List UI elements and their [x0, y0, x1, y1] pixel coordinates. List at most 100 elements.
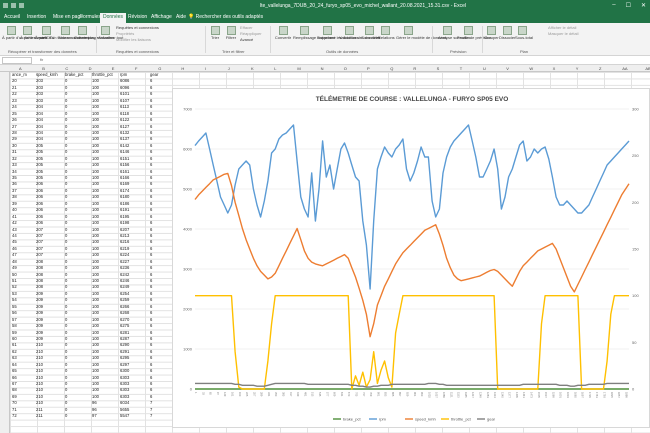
table-cell[interactable]: 100: [92, 316, 99, 322]
table-cell[interactable]: 0: [65, 117, 68, 123]
table-cell[interactable]: 207: [36, 232, 43, 238]
table-cell[interactable]: 6: [150, 284, 153, 290]
table-cell[interactable]: 0: [65, 393, 68, 399]
table-cell[interactable]: 100: [92, 194, 99, 200]
table-cell[interactable]: 5655: [120, 406, 130, 412]
table-cell[interactable]: 100: [92, 271, 99, 277]
table-cell[interactable]: 0: [65, 258, 68, 264]
table-cell[interactable]: 211: [36, 413, 43, 419]
table-cell[interactable]: 100: [92, 323, 99, 329]
table-cell[interactable]: 100: [92, 220, 99, 226]
table-cell[interactable]: 52: [12, 284, 17, 290]
table-cell[interactable]: 20: [12, 78, 17, 84]
table-cell[interactable]: 6254: [120, 290, 130, 296]
table-cell[interactable]: 6: [150, 393, 153, 399]
table-cell[interactable]: 46: [12, 245, 17, 251]
table-cell[interactable]: 100: [92, 200, 99, 206]
table-cell[interactable]: throttle_pct: [92, 72, 113, 77]
table-cell[interactable]: 0: [65, 181, 68, 187]
table-cell[interactable]: 211: [36, 406, 43, 412]
table-cell[interactable]: 100: [92, 387, 99, 393]
column-header[interactable]: R: [413, 66, 417, 71]
table-cell[interactable]: 0: [65, 355, 68, 361]
table-cell[interactable]: 6174: [120, 187, 130, 193]
table-cell[interactable]: 100: [92, 226, 99, 232]
table-cell[interactable]: 205: [36, 175, 43, 180]
table-cell[interactable]: 207: [36, 252, 43, 258]
table-cell[interactable]: 6: [150, 348, 153, 354]
table-cell[interactable]: 210: [36, 381, 43, 386]
table-cell[interactable]: 6: [150, 129, 153, 135]
tab-insertion[interactable]: Insertion: [27, 14, 47, 20]
table-cell[interactable]: 28: [12, 129, 17, 135]
table-cell[interactable]: 21: [12, 84, 17, 90]
table-cell[interactable]: 29: [12, 136, 17, 142]
table-cell[interactable]: 32: [12, 155, 17, 161]
table-cell[interactable]: 40: [12, 207, 17, 213]
table-cell[interactable]: 210: [36, 355, 43, 361]
table-cell[interactable]: 6: [150, 142, 153, 148]
table-cell[interactable]: 209: [36, 323, 43, 329]
column-header[interactable]: K: [251, 66, 254, 71]
table-cell[interactable]: 100: [92, 335, 99, 341]
table-cell[interactable]: 6: [150, 329, 153, 335]
table-cell[interactable]: 205: [36, 142, 43, 148]
table-cell[interactable]: 0: [65, 104, 68, 110]
table-cell[interactable]: 6: [150, 194, 153, 200]
table-cell[interactable]: 100: [92, 123, 99, 129]
table-cell[interactable]: 25: [12, 110, 17, 116]
table-cell[interactable]: 6287: [120, 335, 130, 341]
table-cell[interactable]: 100: [92, 162, 99, 168]
table-cell[interactable]: 0: [65, 200, 68, 206]
table-cell[interactable]: 6: [150, 239, 153, 245]
table-cell[interactable]: 0: [65, 110, 68, 116]
from-text-csv-button[interactable]: À partir d'un fichier texte/CSV: [2, 26, 54, 41]
table-cell[interactable]: 100: [92, 136, 99, 142]
table-cell[interactable]: 0: [65, 213, 68, 219]
table-cell[interactable]: 0: [65, 194, 68, 200]
column-header[interactable]: AB: [645, 66, 650, 71]
queries-connections-button[interactable]: Requêtes et connexions: [116, 25, 159, 30]
reapply-button[interactable]: Réappliquer: [240, 31, 262, 36]
table-cell[interactable]: 6275: [120, 323, 130, 329]
table-cell[interactable]: 206: [36, 200, 43, 206]
column-header[interactable]: V: [506, 66, 509, 71]
refresh-all-button[interactable]: Actualiser tout: [98, 26, 123, 41]
tell-me-search[interactable]: 💡 Rechercher des outils adaptés: [188, 14, 264, 20]
table-cell[interactable]: 100: [92, 361, 99, 367]
table-cell[interactable]: 0: [65, 278, 68, 283]
table-cell[interactable]: 210: [36, 374, 43, 380]
tab-accueil[interactable]: Accueil: [4, 14, 21, 20]
table-cell[interactable]: 6290: [120, 342, 130, 348]
table-cell[interactable]: 96: [92, 406, 97, 412]
table-cell[interactable]: 5547: [120, 413, 130, 419]
table-cell[interactable]: 209: [36, 297, 43, 303]
table-cell[interactable]: 6: [150, 226, 153, 232]
table-cell[interactable]: 204: [36, 110, 43, 116]
table-cell[interactable]: 210: [36, 368, 43, 374]
what-if-button[interactable]: Analyse scénarios: [438, 26, 470, 41]
table-cell[interactable]: 6: [150, 355, 153, 361]
table-cell[interactable]: 44: [12, 232, 17, 238]
table-cell[interactable]: 0: [65, 284, 68, 290]
table-cell[interactable]: 0: [65, 97, 68, 103]
table-cell[interactable]: 6281: [120, 329, 130, 335]
table-cell[interactable]: 23: [12, 97, 17, 103]
table-cell[interactable]: 100: [92, 368, 99, 374]
table-cell[interactable]: 7: [150, 413, 153, 419]
table-cell[interactable]: 68: [12, 387, 17, 393]
table-cell[interactable]: 100: [92, 342, 99, 348]
table-cell[interactable]: 100: [92, 348, 99, 354]
table-cell[interactable]: 100: [92, 181, 99, 187]
table-cell[interactable]: 6: [150, 290, 153, 296]
table-cell[interactable]: 0: [65, 271, 68, 277]
table-cell[interactable]: 47: [12, 252, 17, 258]
table-cell[interactable]: 56: [12, 310, 17, 316]
table-cell[interactable]: 39: [12, 200, 17, 206]
table-cell[interactable]: 100: [92, 239, 99, 245]
column-header[interactable]: AA: [622, 66, 628, 71]
table-cell[interactable]: 0: [65, 155, 68, 161]
data-validation-button[interactable]: Validation des données: [339, 26, 380, 41]
table-cell[interactable]: 66: [12, 374, 17, 380]
table-cell[interactable]: 6: [150, 316, 153, 322]
